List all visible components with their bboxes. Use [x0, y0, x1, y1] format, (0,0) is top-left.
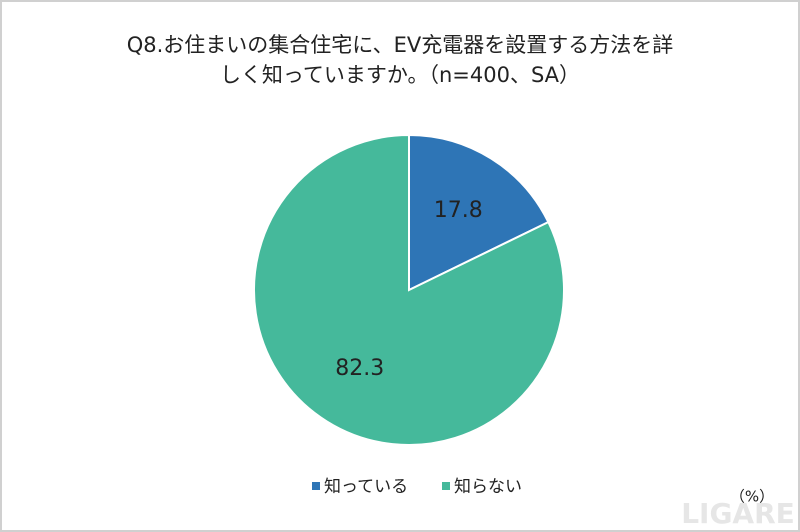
legend-label: 知っている: [324, 477, 408, 497]
chart-title: しく知っていますか。（n=400、SA）: [220, 63, 580, 87]
legend-label: 知らない: [454, 477, 522, 497]
chart-title: Q8.お住まいの集合住宅に、EV充電器を設置する方法を詳: [127, 33, 674, 57]
legend-swatch: [442, 482, 450, 490]
pie-slice: [408, 133, 550, 292]
pie-slice: [253, 133, 565, 446]
legend-swatch: [312, 482, 320, 490]
unit-note: （%）: [730, 488, 774, 506]
data-label: 82.3: [335, 356, 384, 381]
data-label: 17.8: [434, 198, 483, 223]
watermark: LIGARE: [681, 497, 795, 530]
